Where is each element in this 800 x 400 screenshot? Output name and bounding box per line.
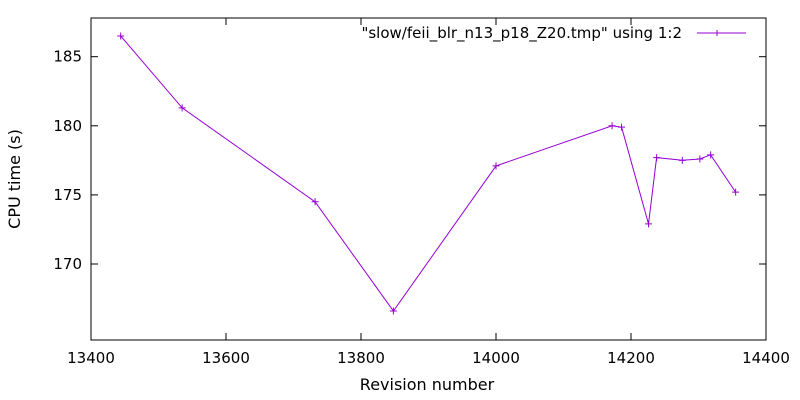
legend-label: "slow/feii_blr_n13_p18_Z20.tmp" using 1:… <box>361 24 682 43</box>
y-axis-label: CPU time (s) <box>5 129 24 229</box>
data-point <box>311 198 319 206</box>
legend-marker <box>714 30 720 36</box>
x-tick-label: 13400 <box>67 349 115 367</box>
data-point <box>696 155 704 163</box>
x-tick-label: 13800 <box>337 349 385 367</box>
y-tick-label: 185 <box>53 48 82 66</box>
x-tick-label: 14200 <box>607 349 655 367</box>
data-point <box>732 188 740 196</box>
data-point <box>608 122 616 130</box>
x-tick-label: 14000 <box>472 349 520 367</box>
data-point <box>678 156 686 164</box>
x-axis-ticks: 13400 13600 13800 14000 14200 14400 <box>67 18 790 367</box>
data-point <box>645 220 653 228</box>
y-tick-label: 170 <box>53 255 82 273</box>
y-tick-label: 180 <box>53 117 82 135</box>
x-tick-label: 14400 <box>742 349 790 367</box>
data-point <box>707 151 715 159</box>
series-layer <box>117 32 740 315</box>
series-line-0 <box>120 35 737 312</box>
y-tick-label: 175 <box>53 186 82 204</box>
x-axis-label: Revision number <box>360 375 495 394</box>
y-axis-ticks: 170 175 180 185 <box>53 48 766 273</box>
data-point <box>178 104 186 112</box>
data-point <box>618 123 626 131</box>
data-point <box>117 32 125 40</box>
data-point <box>653 154 661 162</box>
data-point <box>492 162 500 170</box>
legend: "slow/feii_blr_n13_p18_Z20.tmp" using 1:… <box>361 24 746 43</box>
plot-frame <box>90 17 767 341</box>
x-tick-label: 13600 <box>202 349 250 367</box>
data-point <box>389 307 397 315</box>
